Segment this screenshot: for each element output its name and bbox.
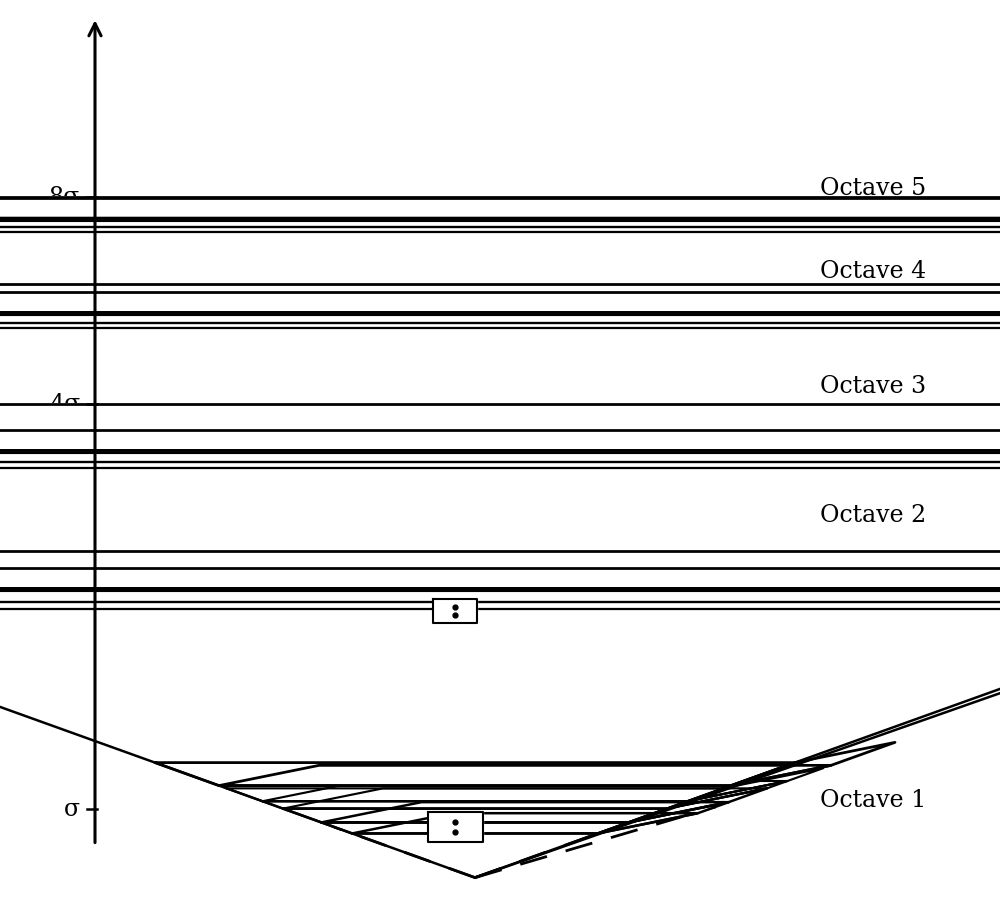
Polygon shape — [0, 208, 1000, 228]
Polygon shape — [0, 285, 1000, 312]
Polygon shape — [321, 823, 629, 834]
Polygon shape — [0, 589, 1000, 609]
Polygon shape — [731, 743, 895, 786]
Text: Octave 4: Octave 4 — [820, 259, 926, 283]
Polygon shape — [283, 789, 767, 809]
Polygon shape — [263, 801, 687, 809]
Polygon shape — [0, 228, 1000, 233]
Polygon shape — [263, 781, 787, 801]
Polygon shape — [0, 448, 1000, 469]
Polygon shape — [0, 591, 1000, 602]
Polygon shape — [0, 568, 1000, 588]
Polygon shape — [0, 212, 1000, 233]
Text: Octave 5: Octave 5 — [820, 176, 926, 200]
Polygon shape — [433, 599, 477, 623]
Polygon shape — [0, 323, 1000, 329]
Polygon shape — [0, 582, 1000, 602]
Text: σ: σ — [64, 797, 80, 820]
Text: Octave 3: Octave 3 — [820, 375, 926, 397]
Text: 8σ: 8σ — [49, 186, 80, 209]
Polygon shape — [667, 781, 787, 809]
Polygon shape — [352, 813, 698, 834]
Polygon shape — [0, 462, 1000, 469]
Text: Octave 2: Octave 2 — [820, 503, 926, 526]
Polygon shape — [629, 789, 767, 823]
Polygon shape — [219, 766, 831, 786]
Polygon shape — [0, 198, 1000, 219]
Polygon shape — [0, 292, 1000, 312]
Polygon shape — [428, 812, 483, 842]
Polygon shape — [0, 551, 1000, 588]
Polygon shape — [0, 430, 1000, 450]
Polygon shape — [0, 602, 1000, 609]
Polygon shape — [687, 768, 823, 801]
Text: Octave 1: Octave 1 — [820, 788, 926, 811]
Text: 4σ: 4σ — [49, 393, 80, 415]
Polygon shape — [155, 763, 795, 786]
Polygon shape — [0, 315, 1000, 323]
Polygon shape — [321, 802, 729, 823]
Polygon shape — [0, 303, 1000, 323]
Text: 2σ: 2σ — [49, 577, 80, 600]
Polygon shape — [0, 309, 1000, 329]
Polygon shape — [598, 802, 729, 834]
Polygon shape — [283, 809, 667, 823]
Polygon shape — [0, 453, 1000, 462]
Polygon shape — [0, 404, 1000, 450]
Polygon shape — [0, 221, 1000, 228]
Polygon shape — [227, 789, 723, 801]
Polygon shape — [0, 442, 1000, 462]
Polygon shape — [0, 199, 1000, 219]
